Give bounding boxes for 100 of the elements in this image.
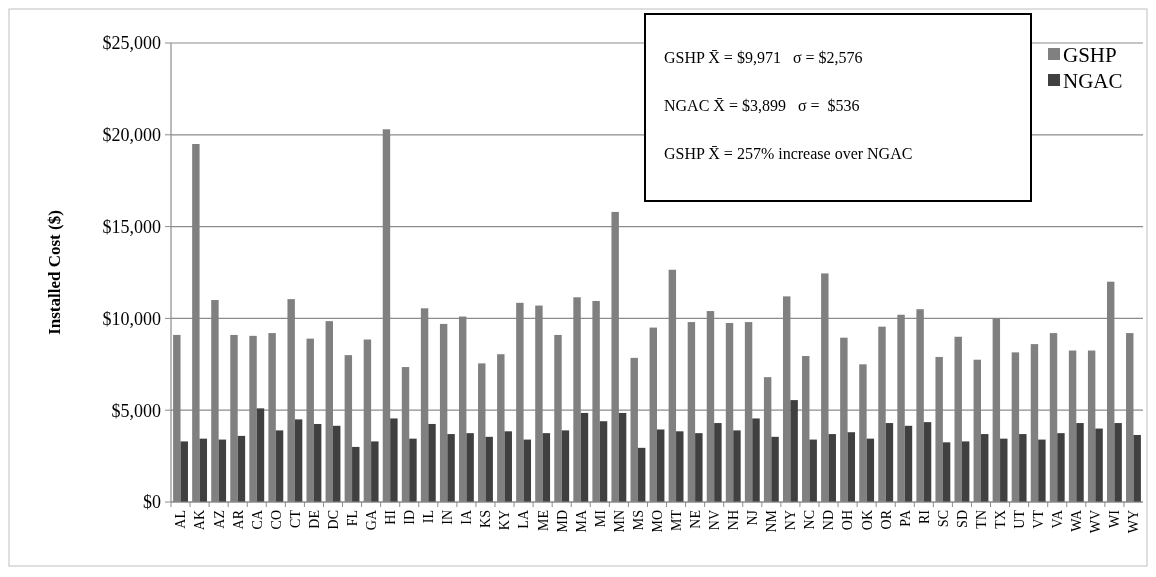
bar (1076, 423, 1084, 502)
bar (637, 447, 646, 502)
bar (542, 433, 551, 502)
bar (466, 433, 474, 502)
x-tick-label: IA (459, 509, 475, 525)
bar (923, 422, 932, 502)
x-tick-label: NJ (745, 509, 761, 526)
bar (371, 441, 379, 502)
x-tick-label: WY (1126, 510, 1142, 534)
x-tick-label: FL (344, 510, 360, 527)
x-tick-label: ME (535, 510, 551, 531)
y-tick-label: $25,000 (102, 33, 161, 54)
x-tick-label: CO (268, 510, 284, 530)
bar (733, 430, 741, 502)
bar (313, 423, 322, 502)
bar (561, 430, 570, 502)
x-tick-label: AR (230, 509, 246, 530)
x-tick-label: MN (611, 510, 627, 533)
bar (390, 418, 398, 502)
x-tick-label: MT (668, 509, 684, 531)
bar (1000, 438, 1008, 502)
x-tick-label: MO (649, 510, 665, 533)
bar (333, 425, 341, 502)
x-tick-label: DC (325, 510, 341, 530)
bar (447, 434, 455, 502)
bar (580, 412, 589, 502)
bar (218, 439, 227, 502)
bar (714, 423, 722, 502)
x-tick-label: ND (821, 510, 837, 531)
x-tick-label: MS (630, 510, 646, 531)
bar (904, 425, 913, 502)
x-tick-label: WV (1088, 510, 1104, 534)
bar (847, 432, 856, 502)
y-tick-label: $10,000 (102, 308, 161, 329)
bar (256, 408, 265, 502)
x-tick-label: MI (592, 509, 608, 528)
x-tick-label: OK (859, 510, 875, 531)
x-tick-label: VA (1050, 509, 1066, 529)
bar (1038, 439, 1046, 502)
x-tick-label: AL (173, 510, 189, 529)
bar (599, 421, 608, 502)
x-tick-label: CT (287, 509, 303, 528)
y-axis-title: Installed Cost ($) (45, 210, 64, 335)
bar (618, 412, 627, 502)
x-tick-label: NH (726, 510, 742, 531)
bar (981, 434, 989, 502)
x-tick-label: NE (688, 510, 704, 529)
x-tick-label: WA (1069, 509, 1085, 532)
bar (199, 438, 208, 502)
x-tick-label: KY (497, 510, 513, 531)
x-tick-label: WI (1107, 509, 1123, 528)
bar (409, 438, 417, 502)
bar (180, 441, 188, 502)
annotation: GSHP X̄ = $9,971 σ = $2,576 (664, 49, 863, 66)
x-tick-label: NV (707, 510, 723, 531)
bar (294, 419, 303, 502)
x-tick-label: OR (878, 509, 894, 530)
x-tick-label: CA (249, 509, 265, 530)
bar (771, 436, 779, 502)
y-tick-label: $0 (143, 492, 161, 513)
legend-label: GSHP (1063, 43, 1117, 68)
x-tick-label: NM (764, 509, 780, 533)
x-tick-label: LA (516, 509, 532, 529)
x-tick-label: NY (783, 510, 799, 531)
legend-label: NGAC (1063, 69, 1123, 94)
bar (523, 439, 532, 502)
bar (961, 441, 970, 502)
bar (504, 431, 512, 502)
x-tick-label: PA (897, 509, 913, 527)
x-tick-label: IN (440, 510, 456, 525)
x-tick-label: SC (935, 510, 951, 528)
bar (885, 423, 894, 502)
x-tick-label: TX (992, 510, 1008, 529)
bar (752, 418, 760, 502)
x-tick-label: OH (840, 510, 856, 531)
annotation: NGAC X̄ = $3,899 σ = $536 (664, 97, 860, 114)
y-tick-label: $5,000 (111, 400, 161, 421)
x-tick-label: MA (573, 509, 589, 533)
bar (1057, 433, 1065, 502)
x-tick-label: UT (1012, 509, 1028, 529)
bar (866, 438, 875, 502)
x-tick-label: IL (421, 510, 437, 524)
x-tick-label: HI (383, 509, 399, 525)
bar (657, 429, 665, 502)
x-tick-label: AK (192, 510, 208, 531)
bar (809, 439, 817, 502)
annotation: GSHP X̄ = 257% increase over NGAC (664, 145, 913, 162)
bar (790, 400, 798, 502)
bar (1095, 428, 1103, 502)
bar (942, 442, 951, 502)
bar (428, 423, 436, 502)
bar (275, 430, 284, 502)
x-tick-label: NC (802, 510, 818, 530)
x-tick-label: DE (306, 510, 322, 529)
bar (352, 446, 360, 502)
bar (485, 436, 493, 502)
x-tick-label: VT (1031, 509, 1047, 529)
x-tick-label: TN (973, 510, 989, 529)
x-tick-label: GA (364, 509, 380, 531)
y-tick-label: $15,000 (102, 216, 161, 237)
